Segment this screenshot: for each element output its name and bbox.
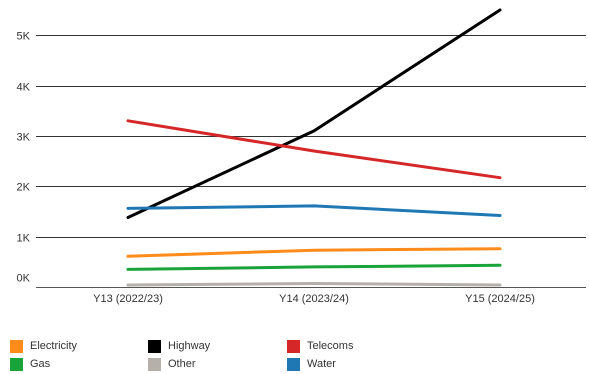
legend-item-gas[interactable]: Gas — [10, 355, 50, 373]
series-lines — [126, 8, 502, 287]
series-line-water — [126, 204, 502, 217]
series-line-highway — [126, 8, 502, 219]
legend-item-electricity[interactable]: Electricity — [10, 337, 77, 355]
series-line-other — [126, 282, 502, 287]
legend-item-highway[interactable]: Highway — [148, 337, 210, 355]
legend-label-highway: Highway — [168, 340, 211, 352]
legend-label-electricity: Electricity — [30, 340, 78, 352]
x-axis: Y13 (2022/23) Y14 (2023/24) Y15 (2024/25) — [93, 293, 535, 305]
legend: Electricity Gas Highway Other Telecoms W… — [10, 337, 430, 373]
legend-swatch-water — [287, 357, 300, 371]
legend-swatch-highway — [148, 339, 161, 353]
legend-label-other: Other — [168, 358, 196, 370]
y-tick-label-4: 4K — [17, 82, 31, 94]
y-tick-label-3: 3K — [17, 132, 31, 144]
grid-lines — [36, 35, 586, 288]
legend-label-water: Water — [307, 358, 336, 370]
y-tick-label-1: 1K — [17, 233, 31, 245]
legend-item-water[interactable]: Water — [287, 355, 336, 373]
legend-swatch-other — [148, 357, 161, 371]
legend-item-telecoms[interactable]: Telecoms — [287, 337, 353, 355]
y-tick-label-0: 0K — [17, 273, 31, 285]
y-axis: 0K 1K 2K 3K 4K 5K — [17, 31, 31, 285]
y-tick-label-5: 5K — [17, 31, 31, 43]
x-tick-label-1: Y14 (2023/24) — [279, 293, 349, 305]
legend-swatch-gas — [10, 357, 23, 371]
legend-item-other[interactable]: Other — [148, 355, 196, 373]
legend-swatch-telecoms — [287, 339, 300, 353]
series-line-electricity — [126, 247, 502, 258]
y-tick-label-2: 2K — [17, 182, 31, 194]
legend-swatch-electricity — [10, 339, 23, 353]
legend-label-gas: Gas — [30, 358, 51, 370]
series-line-telecoms — [126, 119, 502, 180]
legend-label-telecoms: Telecoms — [307, 340, 354, 352]
series-line-gas — [126, 263, 502, 271]
x-tick-label-2: Y15 (2024/25) — [465, 293, 535, 305]
x-tick-label-0: Y13 (2022/23) — [93, 293, 163, 305]
